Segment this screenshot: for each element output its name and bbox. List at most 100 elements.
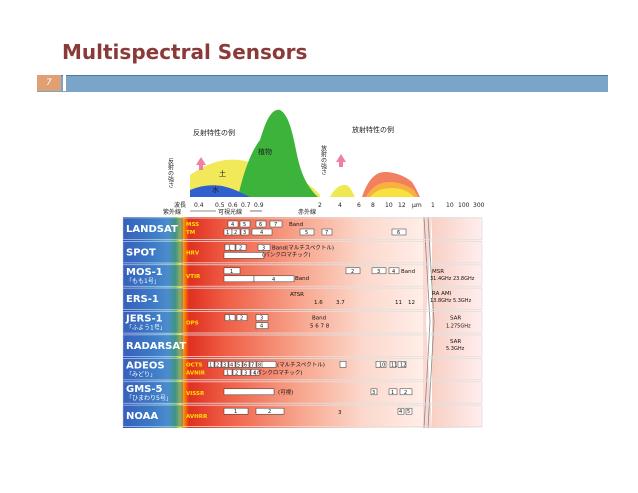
band-number: 5 xyxy=(305,230,308,236)
band-number: 1 xyxy=(209,362,212,368)
title-rule xyxy=(37,75,608,92)
sensor-name: ADEOS xyxy=(126,360,165,371)
band-box xyxy=(223,388,275,396)
sensor-name: RADARSAT xyxy=(126,341,186,352)
band-box xyxy=(223,275,255,283)
sensor-name-bg xyxy=(123,288,183,310)
tick-label: 1 xyxy=(431,202,435,209)
instrument-name: MSS xyxy=(186,222,199,228)
band-annotation: 5 6 7 8 xyxy=(310,324,330,330)
band-box xyxy=(397,407,405,415)
band-annotation: 11 xyxy=(395,300,402,306)
band-box xyxy=(221,361,229,368)
tick-label: 0.9 xyxy=(254,202,264,209)
instrument-name: VISSR xyxy=(186,391,205,397)
band-annotation: (可視) xyxy=(278,388,293,396)
tick-label: 4 xyxy=(338,202,342,209)
sensor-name-bg xyxy=(123,218,183,240)
vegetation-label: 植物 xyxy=(258,147,272,156)
sensor-name-bg xyxy=(123,311,183,333)
band-annotation: (マルチスペクトル) xyxy=(277,361,325,368)
band-annotation: SAR xyxy=(450,316,461,322)
band-number: 3 xyxy=(372,390,375,396)
sensor-nickname: 「みどり」 xyxy=(126,370,156,378)
band-box xyxy=(239,220,251,228)
band-annotation: 13.8GHz 5.3GHz xyxy=(430,298,472,304)
visible-label: 可視光線 xyxy=(218,208,242,216)
slide-number: 7 xyxy=(37,75,61,91)
page-title: Multispectral Sensors xyxy=(62,40,308,64)
band-annotation: 1.6 xyxy=(314,300,323,306)
band-annotation: 12 xyxy=(408,300,415,306)
band-box xyxy=(231,228,241,236)
band-box xyxy=(345,267,361,275)
band-annotation: Band xyxy=(295,276,309,282)
band-number: 1 xyxy=(226,230,229,236)
band-number: 4 xyxy=(231,222,234,228)
sensor-name: JERS-1 xyxy=(125,314,163,325)
band-box xyxy=(224,314,236,321)
band-number: 2 xyxy=(240,316,243,322)
tick-label: 2 xyxy=(318,202,322,209)
band-box xyxy=(223,252,265,259)
instrument-name: VTIR xyxy=(186,274,201,280)
tick-label: 300 xyxy=(473,202,485,209)
band-box xyxy=(207,361,215,368)
tick-label: 0.6 xyxy=(228,202,238,209)
band-annotation: 3.7 xyxy=(336,300,345,306)
band-number: 1 xyxy=(234,409,237,415)
instrument-name: TM xyxy=(186,230,195,236)
emit-small-curve xyxy=(330,185,355,197)
tick-label: 6 xyxy=(357,202,361,209)
sensor-rows: LANDSAT MSS TM SPOT HRV MOS-1「もも1号」 VTIR ERS-1 J… xyxy=(122,217,483,428)
band-number: 2 xyxy=(234,230,237,236)
band-number: 1 xyxy=(228,316,231,322)
band-number: 2 xyxy=(268,409,271,415)
wavelength-label: 波長 xyxy=(174,201,186,209)
band-number: 7 xyxy=(251,362,254,368)
band-annotation: 5.3GHz xyxy=(446,346,465,352)
water-curve xyxy=(190,185,250,197)
band-box xyxy=(227,220,239,228)
band-box xyxy=(321,228,333,236)
band-number: 2 xyxy=(216,362,219,368)
band-number: 5 xyxy=(407,409,410,415)
uv-label: 紫外線 xyxy=(163,208,181,216)
reflect-axis-label: 反射の強さ xyxy=(167,157,174,189)
band-box xyxy=(228,361,236,368)
band-box xyxy=(214,361,222,368)
band-number: 7 xyxy=(274,222,277,228)
sensor-name: NOAA xyxy=(126,411,158,422)
band-box xyxy=(389,361,397,368)
instrument-name: OPS xyxy=(186,321,199,327)
tick-label: 0.5 xyxy=(215,202,225,209)
band-annotation: Band xyxy=(312,316,326,322)
vegetation-curve xyxy=(238,109,318,197)
unit-label: μm xyxy=(412,202,422,209)
microwave-band xyxy=(432,217,482,428)
band-annotation: (パンクロマチック) xyxy=(262,251,311,258)
band-number: 1 xyxy=(226,370,229,376)
band-annotation: 31.4GHz 23.8GHz xyxy=(430,276,475,282)
band-number: 12 xyxy=(400,362,406,368)
band-number: 1 xyxy=(230,269,233,275)
tick-label: 100 xyxy=(458,202,470,209)
band-box xyxy=(371,267,387,275)
ir-label: 赤外線 xyxy=(298,208,316,216)
band-number: 3 xyxy=(262,245,265,251)
band-number: 2 xyxy=(239,245,242,251)
band-number: 6 xyxy=(397,230,400,236)
tick-label: 12 xyxy=(398,202,406,209)
band-annotation: 3 xyxy=(338,410,342,416)
band-box xyxy=(224,244,236,251)
band-number: 8 xyxy=(258,362,261,368)
band-box xyxy=(235,361,243,368)
band-box xyxy=(250,369,260,376)
band-box xyxy=(299,228,315,236)
reflect-up-arrow-icon xyxy=(196,157,206,170)
band-annotation: RA AMI xyxy=(432,291,452,297)
tick-label: 8 xyxy=(371,202,375,209)
band-box xyxy=(240,228,250,236)
band-box xyxy=(255,220,267,228)
